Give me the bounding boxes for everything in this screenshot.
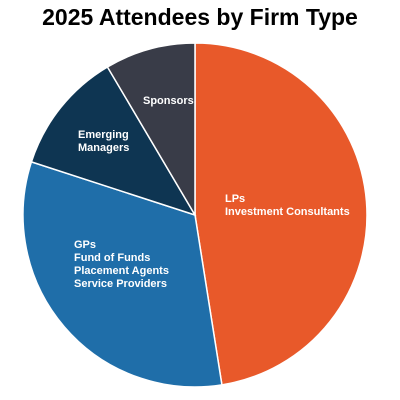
slice-label-3: Sponsors: [143, 95, 194, 107]
slice-label-0: LPs Investment Consultants: [225, 193, 350, 218]
chart-title: 2025 Attendees by Firm Type: [42, 4, 358, 30]
slice-label-line: Placement Agents: [74, 265, 169, 277]
slice-label-line: Investment Consultants: [225, 206, 350, 218]
slice-label-line: Managers: [78, 142, 129, 154]
slice-label-line: Sponsors: [143, 95, 194, 107]
pie-labels: LPs Investment Consultants GPs Fund of Fund…: [74, 95, 350, 290]
pie-slice-2: [30, 65, 197, 217]
pie-slice-3: [106, 42, 196, 218]
pie-slice-1: [22, 160, 223, 388]
slice-label-line: Emerging: [78, 129, 129, 141]
slice-label-line: Service Providers: [74, 278, 167, 290]
slice-label-line: Fund of Funds: [74, 252, 150, 264]
slice-label-1: GPs Fund of Funds Placement Agents Service …: [74, 239, 169, 290]
slice-label-line: GPs: [74, 239, 96, 251]
slice-label-line: LPs: [225, 193, 245, 205]
pie-slices: [22, 42, 368, 388]
pie-slice-0: [194, 42, 368, 386]
slice-label-2: Emerging Managers: [78, 129, 129, 154]
